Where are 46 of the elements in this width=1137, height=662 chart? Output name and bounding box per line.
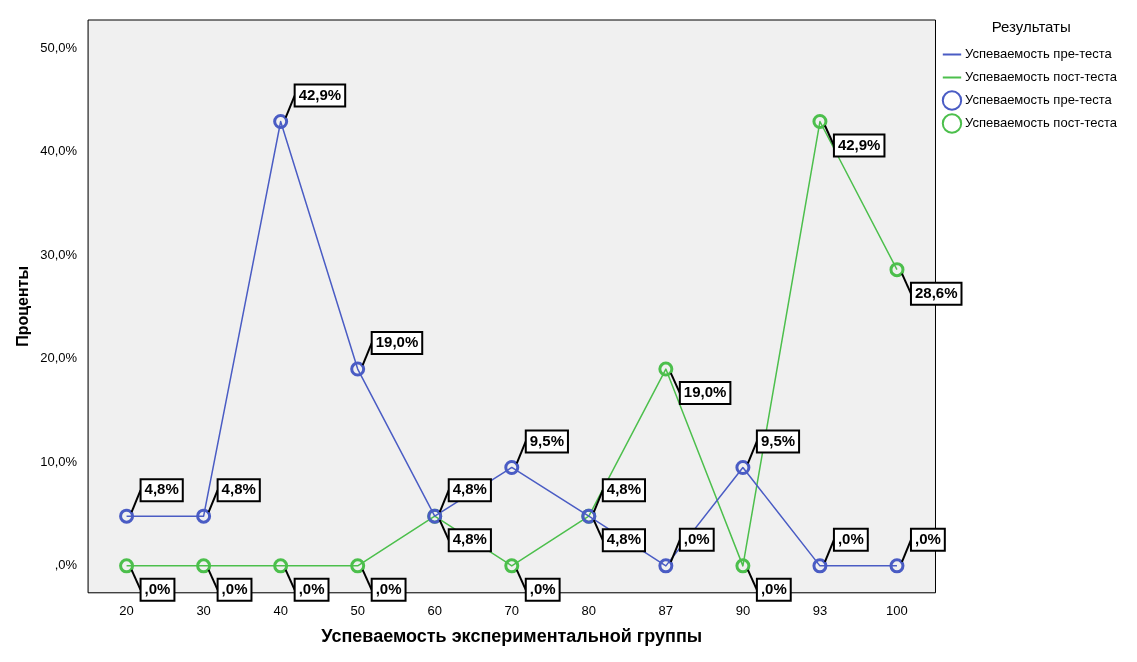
y-tick-label: 50,0% — [40, 39, 78, 55]
x-tick-label: 70 — [504, 603, 520, 619]
data-label: 4,8% — [606, 480, 642, 498]
x-tick-label: 87 — [658, 603, 674, 619]
data-label: 19,0% — [683, 383, 727, 401]
x-tick-label: 30 — [196, 603, 211, 619]
y-axis-title: Проценты — [14, 265, 32, 347]
data-label: 4,8% — [452, 480, 487, 498]
y-tick-label: 40,0% — [40, 143, 78, 159]
data-label: 28,6% — [914, 283, 958, 301]
x-tick-label: 80 — [581, 603, 597, 619]
data-label: ,0% — [375, 580, 402, 598]
data-label: 42,9% — [837, 135, 881, 153]
data-label: 4,8% — [606, 530, 642, 548]
x-axis-title: Успеваемость экспериментальной группы — [321, 626, 703, 647]
data-label: 9,5% — [529, 431, 564, 449]
x-tick-label: 50 — [350, 603, 365, 619]
x-tick-label: 40 — [273, 603, 288, 619]
data-label: 9,5% — [760, 431, 796, 449]
data-label: ,0% — [683, 530, 710, 548]
x-tick-label: 93 — [812, 603, 828, 619]
data-label: ,0% — [221, 580, 248, 598]
data-label: 4,8% — [221, 480, 256, 498]
legend-label: Успеваемость пост-теста — [964, 115, 1118, 131]
data-label: ,0% — [760, 580, 787, 598]
data-label: ,0% — [298, 580, 325, 598]
data-label: ,0% — [914, 530, 941, 548]
data-label: 4,8% — [144, 480, 179, 498]
data-label: ,0% — [144, 580, 171, 598]
x-tick-label: 20 — [119, 603, 134, 619]
data-label: 19,0% — [375, 333, 419, 351]
legend-label: Успеваемость пре-теста — [964, 92, 1113, 108]
x-tick-label: 100 — [886, 603, 908, 619]
y-tick-label: 10,0% — [40, 453, 78, 469]
legend-title: Результаты — [991, 17, 1071, 35]
y-tick-label: 30,0% — [40, 246, 78, 262]
y-tick-label: ,0% — [54, 557, 78, 573]
text: Успеваемость пре-теста — [964, 46, 1112, 62]
data-label: 4,8% — [452, 530, 487, 548]
data-label: ,0% — [529, 580, 556, 598]
text: Успеваемость пост-теста — [964, 69, 1117, 85]
x-tick-label: 60 — [427, 603, 442, 619]
y-tick-label: 20,0% — [40, 350, 78, 366]
data-label: 42,9% — [298, 85, 342, 103]
data-label: ,0% — [837, 530, 864, 548]
x-tick-label: 90 — [735, 603, 751, 619]
